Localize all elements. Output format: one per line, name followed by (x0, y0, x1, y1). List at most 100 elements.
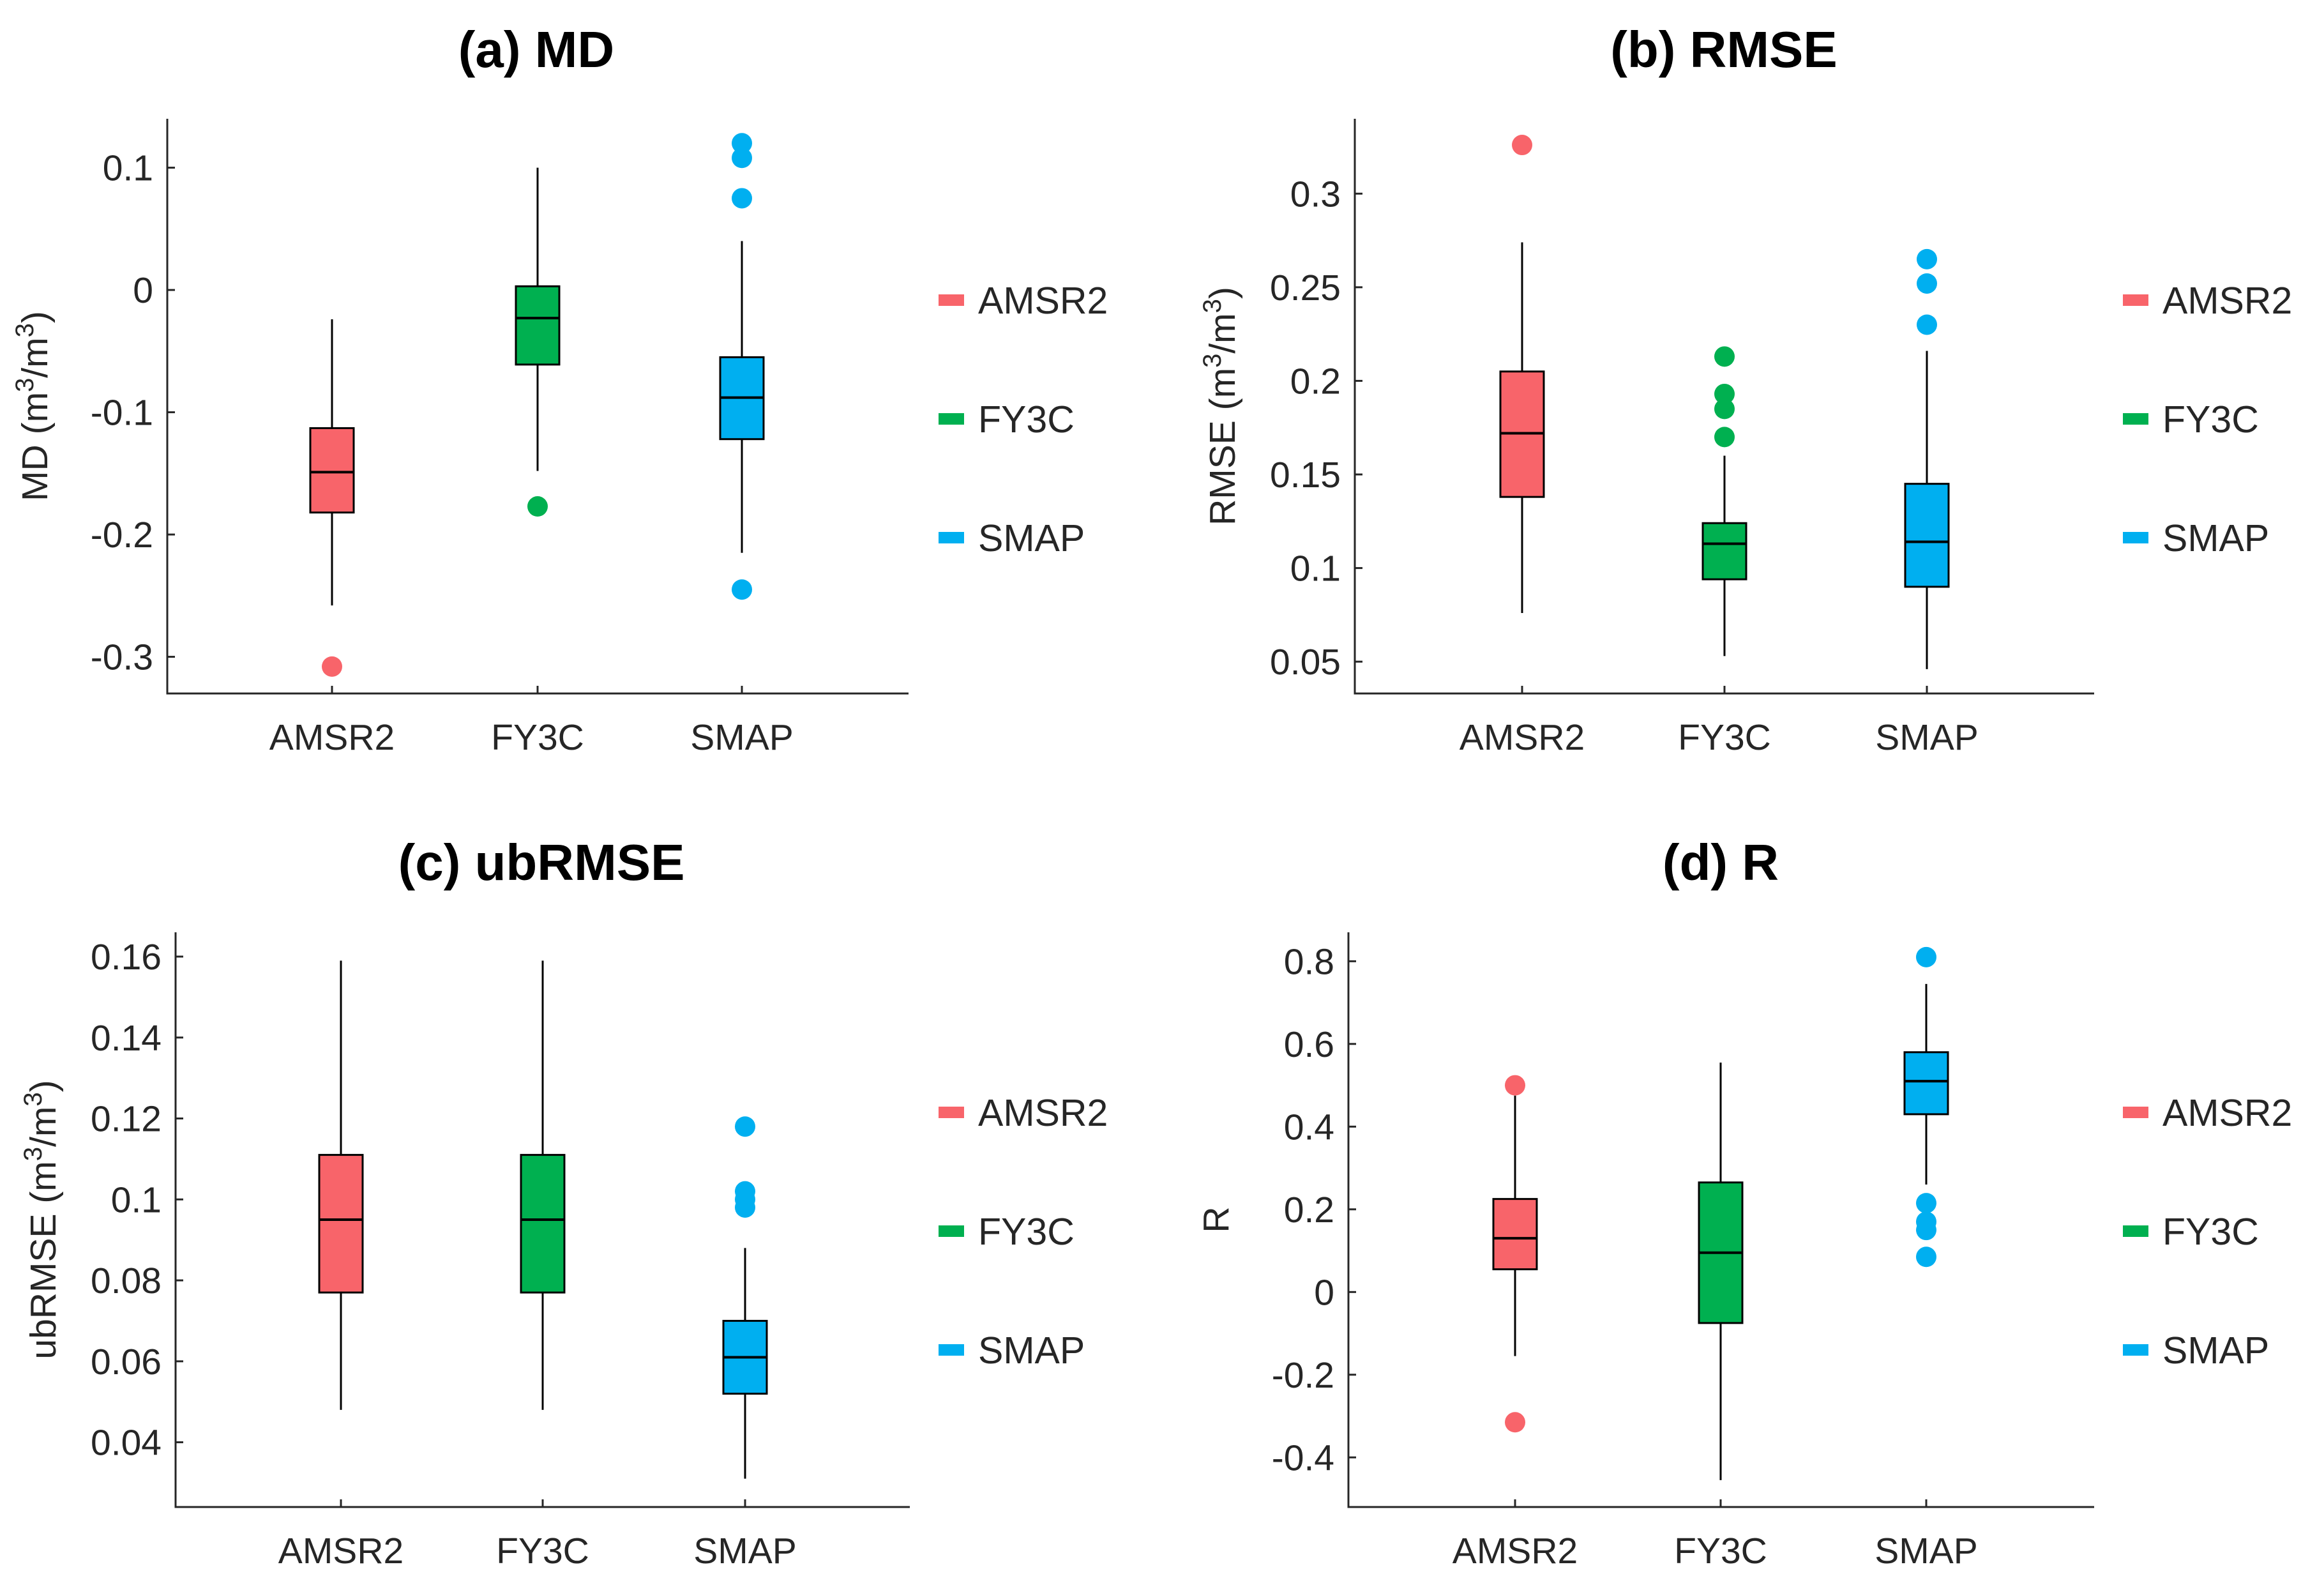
y-axis-label-superscript: 3 (19, 1147, 47, 1161)
x-tick-label: AMSR2 (1460, 717, 1585, 758)
x-tick-label: SMAP (690, 717, 794, 758)
legend-label-fy3c: FY3C (978, 1211, 1075, 1253)
outlier-point (1505, 1412, 1525, 1433)
y-tick-label: -0.4 (1272, 1437, 1334, 1478)
axis-lines (174, 932, 910, 1508)
y-axis-label: MD (m3/m3) (11, 311, 56, 501)
y-tick-label: -0.1 (91, 393, 153, 434)
outlier-point (1917, 314, 1937, 335)
box-amsr2 (1499, 135, 1545, 613)
outlier-point (1714, 427, 1735, 448)
outlier-point (735, 1181, 755, 1202)
y-axis-label: ubRMSE (m3/m3) (19, 1080, 64, 1359)
legend-label-smap: SMAP (978, 1329, 1085, 1372)
y-axis-label-part: MD (m (15, 392, 56, 501)
y-tick-label: 0.1 (103, 148, 153, 189)
outlier-point (1917, 273, 1937, 294)
outlier-point (1714, 398, 1735, 420)
legend-swatch-amsr2 (939, 1107, 964, 1118)
y-axis-label-part: R (1196, 1206, 1237, 1232)
box-smap (722, 1116, 768, 1479)
iqr-box (1903, 1051, 1949, 1116)
y-tick-label: 0.4 (1284, 1107, 1334, 1147)
y-tick-label: 0.1 (1290, 549, 1341, 589)
outlier-point (732, 148, 752, 169)
outlier-point (732, 579, 752, 600)
y-tick-label: 0.14 (91, 1018, 162, 1059)
y-tick-label: 0.25 (1270, 268, 1341, 308)
legend-swatch-fy3c (2123, 413, 2148, 425)
y-tick-label: -0.2 (91, 515, 153, 556)
box-smap (719, 133, 765, 600)
y-tick-label: 0.04 (91, 1423, 162, 1464)
legend-label-fy3c: FY3C (2162, 1211, 2259, 1253)
iqr-box (1492, 1198, 1538, 1271)
chart-panel-1: (a) MD -0.3 -0.2 -0.1 0 0.1 AMSR2 FY3C SMAP MD (m… (11, 21, 1108, 758)
x-tick-label: FY3C (491, 717, 584, 758)
axis-lines (1347, 932, 2094, 1508)
iqr-box (515, 285, 561, 366)
box-smap (1904, 248, 1950, 669)
chart-panel-4: (d) R -0.4 -0.2 0 0.2 0.4 0.6 0.8 AMSR2 FY3C SMAP R… (1196, 834, 2292, 1572)
y-axis-label-superscript: 3 (11, 378, 39, 392)
x-tick-label: FY3C (1678, 717, 1771, 758)
x-tick-label: SMAP (1875, 1531, 1978, 1572)
iqr-box (1701, 522, 1747, 580)
y-axis-label-superscript: 3 (11, 323, 39, 337)
legend-label-fy3c: FY3C (2162, 398, 2259, 441)
outlier-point (1917, 248, 1937, 269)
legend-swatch-fy3c (939, 413, 964, 425)
iqr-box (318, 1154, 364, 1294)
y-tick-label: 0 (133, 270, 153, 311)
y-tick-label: 0.2 (1284, 1190, 1334, 1231)
legend-swatch-amsr2 (2123, 294, 2148, 306)
outlier-point (1512, 135, 1532, 156)
legend-label-amsr2: AMSR2 (978, 1092, 1108, 1134)
iqr-box (520, 1154, 566, 1294)
axis-lines (166, 119, 909, 695)
legend-swatch-amsr2 (939, 294, 964, 306)
y-tick-label: 0.6 (1284, 1024, 1334, 1065)
outlier-point (1916, 1246, 1936, 1268)
y-axis-label-part: ubRMSE (m (23, 1161, 64, 1359)
y-axis-label-part: RMSE (m (1202, 368, 1243, 526)
y-tick-label: 0.06 (91, 1342, 162, 1382)
y-axis-label-part: /m (1202, 313, 1243, 353)
legend-swatch-fy3c (939, 1225, 964, 1237)
y-tick-label: 0.08 (91, 1261, 162, 1301)
y-axis-label-part: ) (23, 1080, 64, 1092)
chart-title: (a) MD (458, 21, 614, 78)
y-axis-label-part: /m (23, 1107, 64, 1147)
legend-label-amsr2: AMSR2 (2162, 1092, 2292, 1134)
y-tick-label: 0.3 (1290, 174, 1341, 215)
chart-panel-3: (c) ubRMSE 0.04 0.06 0.08 0.1 0.12 0.14 0.16 AMS… (19, 834, 1108, 1572)
legend-swatch-smap (939, 532, 964, 543)
legend-label-smap: SMAP (2162, 517, 2269, 559)
legend-label-amsr2: AMSR2 (978, 280, 1108, 322)
iqr-box (309, 427, 355, 514)
y-tick-label: 0.12 (91, 1099, 162, 1140)
y-tick-label: -0.2 (1272, 1355, 1334, 1396)
chart-title: (c) ubRMSE (398, 834, 685, 891)
y-axis-label-superscript: 3 (1198, 299, 1226, 313)
outlier-point (732, 133, 752, 154)
x-tick-label: FY3C (496, 1531, 589, 1572)
y-axis-label-part: /m (15, 337, 56, 377)
outlier-point (1714, 346, 1735, 367)
y-axis-label: R (1196, 1206, 1237, 1232)
box-fy3c (1698, 1062, 1744, 1480)
legend-label-smap: SMAP (978, 517, 1085, 559)
y-tick-label: 0.16 (91, 937, 162, 978)
legend-swatch-amsr2 (2123, 1107, 2148, 1118)
legend-swatch-smap (2123, 1344, 2148, 1356)
x-tick-label: SMAP (693, 1531, 797, 1572)
y-axis-label: RMSE (m3/m3) (1198, 287, 1243, 526)
y-tick-label: -0.3 (91, 637, 153, 678)
y-tick-label: 0.8 (1284, 941, 1334, 982)
x-tick-label: FY3C (1674, 1531, 1767, 1572)
outlier-point (1714, 383, 1735, 404)
y-tick-label: 0 (1314, 1272, 1334, 1313)
box-fy3c (520, 960, 566, 1410)
x-tick-label: AMSR2 (1452, 1531, 1578, 1572)
